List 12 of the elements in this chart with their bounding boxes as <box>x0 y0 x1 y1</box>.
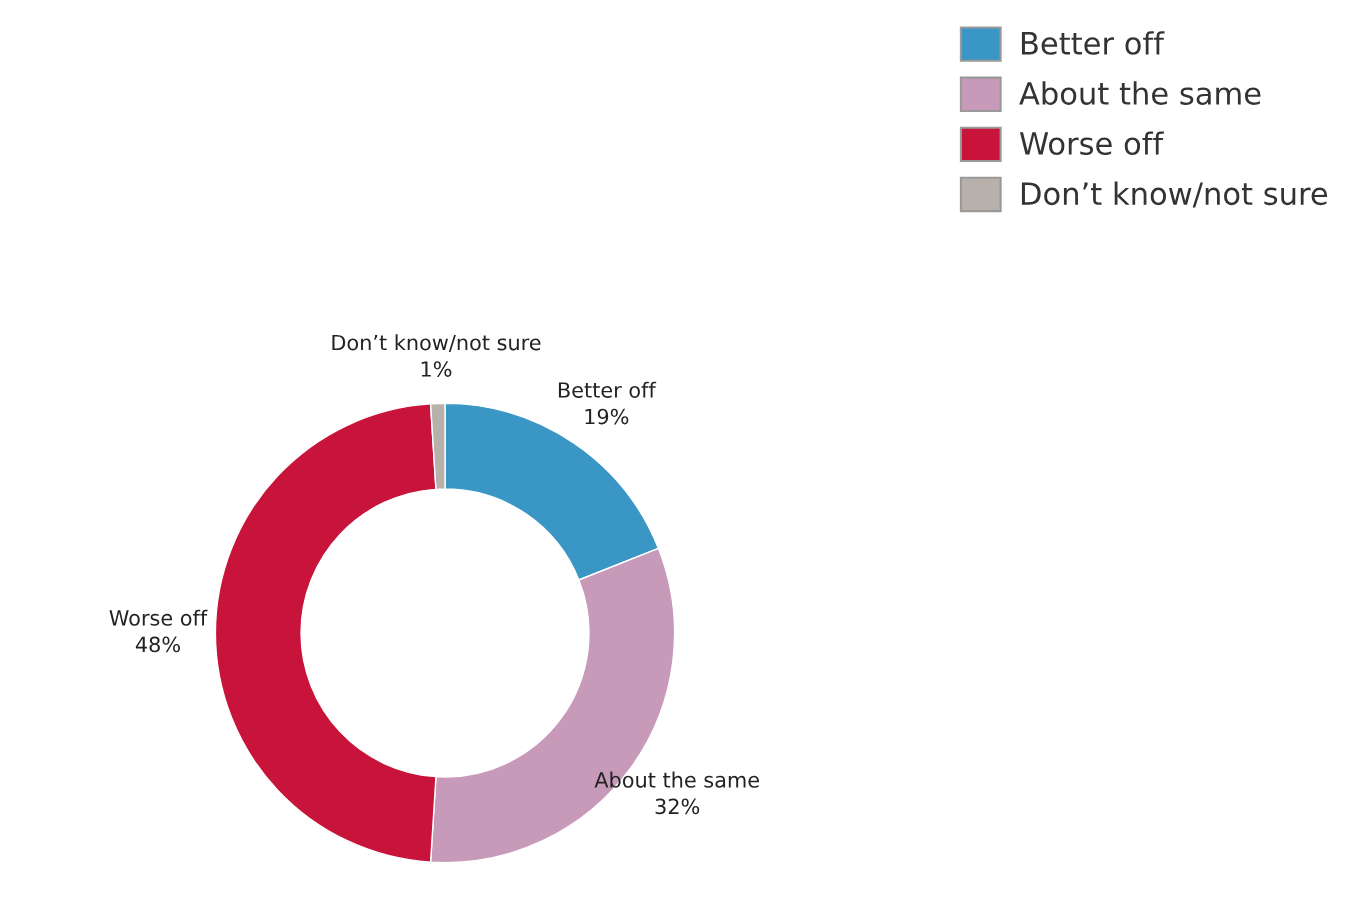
data-label: 19% <box>585 408 629 425</box>
slice-label: Worse off <box>109 609 208 626</box>
slice-label: Better off <box>558 381 657 398</box>
data-label: 48% <box>135 636 180 653</box>
legend-label: About the same <box>1019 81 1261 105</box>
slice-label: Don’t know/not sure <box>332 334 541 353</box>
data-label: 32% <box>655 798 700 815</box>
legend-label: Better off <box>1021 31 1165 55</box>
data-label: 1% <box>421 361 452 377</box>
legend-label: Don’t know/not sure <box>1021 181 1328 208</box>
legend-label: Worse off <box>1019 131 1164 156</box>
slice-label: About the same <box>594 771 759 788</box>
